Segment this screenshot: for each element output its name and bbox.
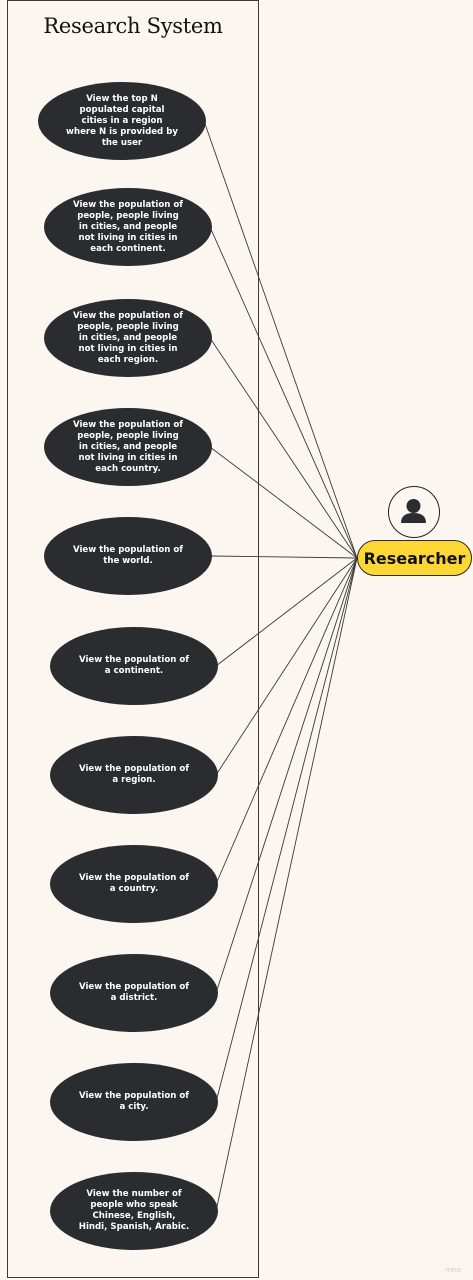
use-case-6[interactable]: View the population of a continent. [50,627,218,705]
association-line [215,557,358,776]
use-case-7[interactable]: View the population of a region. [50,736,218,814]
use-case-10[interactable]: View the population of a city. [50,1063,218,1141]
use-case-2[interactable]: View the population of people, people li… [44,188,212,266]
use-case-3[interactable]: View the population of people, people li… [44,299,212,377]
association-line [215,557,358,1103]
watermark: miro [445,1266,461,1274]
association-line [215,557,358,994]
association-line [215,557,358,885]
system-boundary [7,0,259,1278]
use-case-8[interactable]: View the population of a country. [50,845,218,923]
use-case-4[interactable]: View the population of people, people li… [44,408,212,486]
use-case-11[interactable]: View the number of people who speak Chin… [50,1172,218,1250]
use-case-1[interactable]: View the top N populated capital cities … [38,82,206,160]
person-icon[interactable] [388,486,440,538]
actor-researcher[interactable]: Researcher [357,540,472,576]
association-line [209,226,358,559]
association-line [203,120,358,559]
association-line [215,557,358,667]
association-line [209,337,358,559]
association-line [209,555,358,559]
association-line [215,557,358,1212]
association-line [209,446,358,559]
system-title: Research System [43,14,223,38]
use-case-5[interactable]: View the population of the world. [44,517,212,595]
use-case-9[interactable]: View the population of a district. [50,954,218,1032]
